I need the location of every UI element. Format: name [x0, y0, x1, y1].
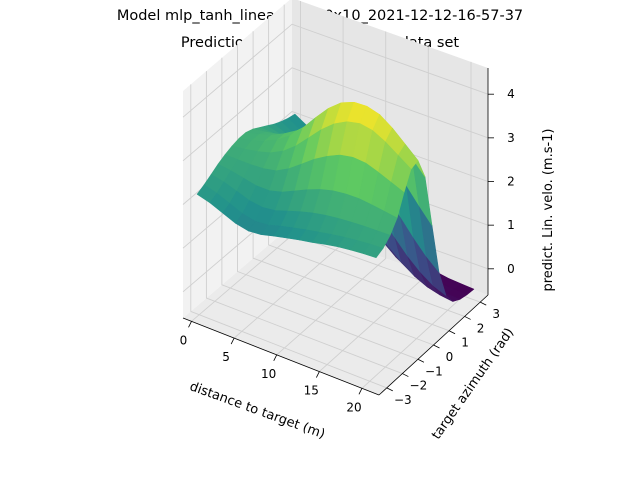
y-axis-label: target azimuth (rad): [429, 326, 517, 443]
z-tick-label: 4: [507, 87, 515, 101]
x-tick-label: 0: [180, 333, 188, 347]
y-tick: [417, 358, 425, 363]
z-tick-label: 0: [507, 262, 515, 276]
y-tick: [402, 373, 409, 377]
y-tick-label: 0: [446, 350, 454, 364]
x-tick: [230, 337, 235, 345]
z-gridline: [182, 67, 489, 162]
z-tick-label: 2: [507, 175, 515, 189]
y-tick: [464, 316, 471, 320]
x-gridline: [276, 31, 387, 356]
y-gridline: [252, 31, 450, 332]
x-tick: [315, 371, 320, 378]
z-tick-label: 1: [507, 218, 515, 232]
x-tick: [188, 321, 192, 328]
z-axis-label: predict. Lin. velo. (m.s-1): [541, 128, 556, 291]
x-tick-label: 20: [346, 400, 361, 414]
y-tick: [433, 344, 440, 349]
y-gridline: [268, 17, 465, 317]
y-tick-label: −1: [425, 364, 443, 378]
y-gridline: [237, 44, 434, 346]
axes-lines: [182, 68, 494, 396]
y-gridline: [221, 57, 419, 360]
y-tick: [386, 387, 393, 392]
x-tick-label: 10: [261, 367, 276, 381]
y-gridline: [205, 71, 403, 375]
y-tick: [480, 301, 487, 306]
floor-pane: [183, 225, 488, 395]
x-tick: [273, 354, 278, 362]
z-gridline: [182, 23, 489, 118]
x-tick: [358, 388, 363, 395]
surface-patch: [362, 243, 384, 259]
z-tick-label: 3: [507, 131, 515, 145]
y-tick-label: −3: [394, 393, 412, 407]
y-tick-label: 2: [477, 321, 485, 335]
y-gridline: [190, 84, 387, 389]
x-tick-label: 5: [222, 350, 230, 364]
y-tick-label: 3: [492, 307, 500, 321]
x-axis-line: [182, 317, 380, 396]
x-tick-label: 15: [304, 384, 319, 398]
y-tick: [448, 330, 456, 335]
y-tick-label: −2: [410, 379, 428, 393]
y-tick-label: 1: [461, 336, 469, 350]
surface-mesh: [196, 102, 475, 302]
